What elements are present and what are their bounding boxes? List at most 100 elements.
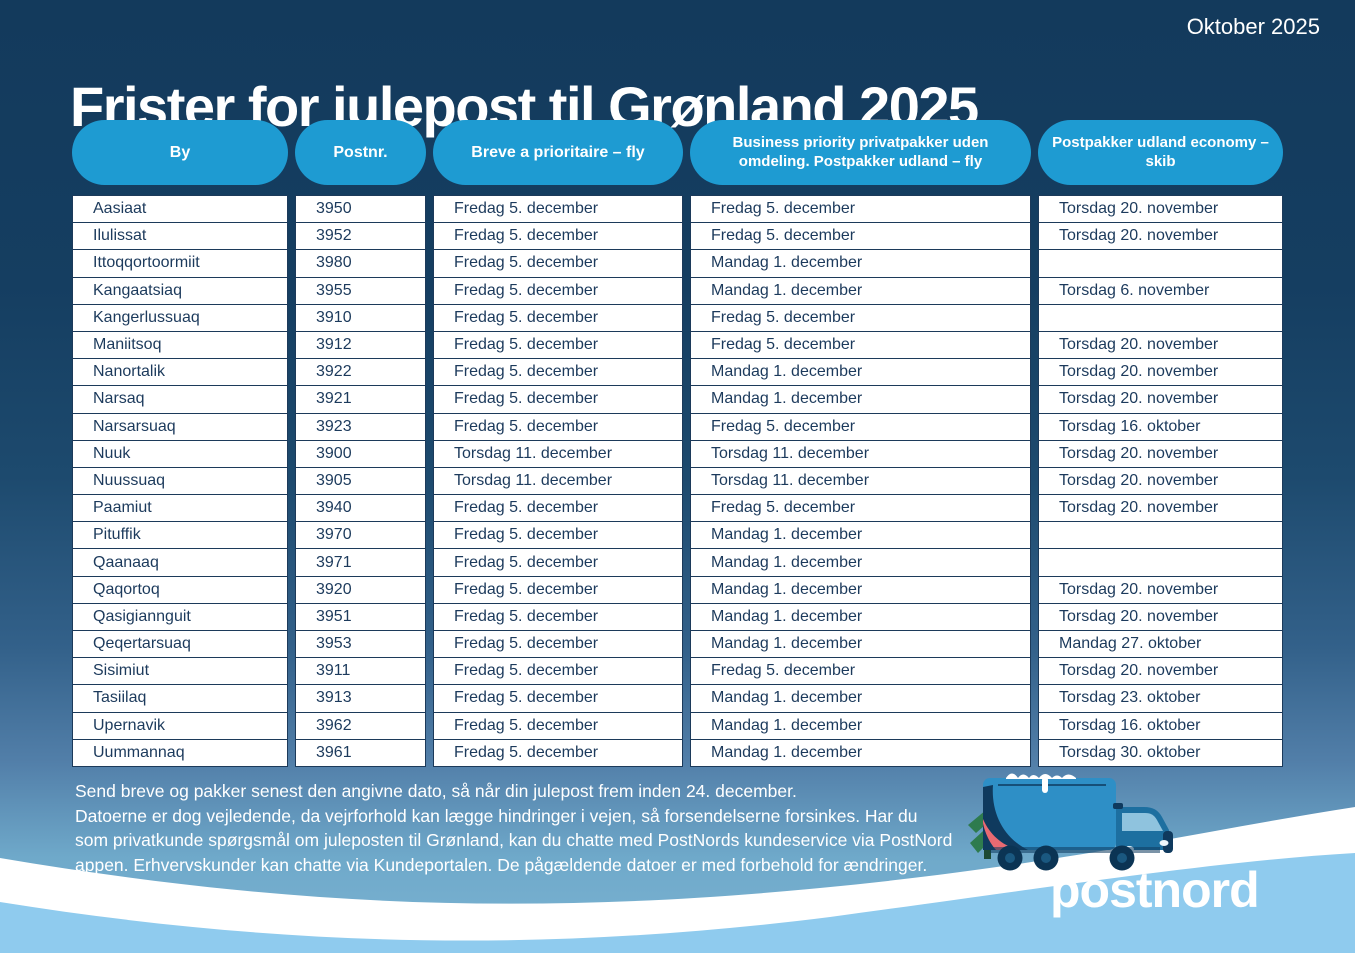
table-cell: Torsdag 20. november [1038, 385, 1283, 414]
table-cell: 3952 [295, 222, 426, 251]
table-row: Pituffik 3970 Fredag 5. december Mandag 1. … [72, 521, 1283, 550]
footer-line: som privatkunde spørgsmål om juleposten … [75, 830, 953, 850]
footer-note: Send breve og pakker senest den angivne … [75, 779, 952, 877]
table-cell: Nanortalik [72, 358, 288, 387]
table-header-row: By Postnr. Breve a prioritaire – fly Bus… [72, 120, 1283, 185]
table-cell: Fredag 5. december [433, 711, 683, 740]
table-row: Upernavik 3962 Fredag 5. december Mandag 1.… [72, 711, 1283, 740]
table-cell: 3951 [295, 602, 426, 631]
postnord-logo: postnord [1050, 862, 1260, 918]
table-cell [1038, 548, 1283, 577]
table-cell: Torsdag 23. oktober [1038, 684, 1283, 713]
table-cell: Aasiaat [72, 195, 288, 224]
table-cell: Fredag 5. december [433, 657, 683, 686]
table-row: Nanortalik 3922 Fredag 5. december Mandag 1… [72, 358, 1283, 387]
table-cell: Sisimiut [72, 657, 288, 686]
wheel-icon [997, 845, 1135, 871]
table-cell: Torsdag 11. december [690, 466, 1031, 496]
table-row: Qaanaaq 3971 Fredag 5. december Mandag 1. d… [72, 548, 1283, 577]
wave-light-blue [0, 853, 1355, 953]
column-header-postnr: Postnr. [295, 120, 426, 185]
table-row: Ittoqqortoormiit 3980 Fredag 5. december Ma… [72, 249, 1283, 278]
table-cell: Paamiut [72, 494, 288, 523]
table-cell: Kangerlussuaq [72, 303, 288, 332]
table-cell: Torsdag 11. december [433, 439, 683, 468]
table-cell: Fredag 5. december [433, 738, 683, 767]
table-cell: Fredag 5. december [433, 195, 683, 224]
table-cell: Ilulissat [72, 222, 288, 251]
table-cell: Qaqortoq [72, 575, 288, 604]
table-cell: 3922 [295, 358, 426, 387]
table-cell: Qasigiannguit [72, 602, 288, 631]
table-row: Paamiut 3940 Fredag 5. december Fredag 5. d… [72, 494, 1283, 523]
table-cell: Torsdag 20. november [1038, 494, 1283, 523]
table-cell [1038, 303, 1283, 332]
footer-line: Send breve og pakker senest den angivne … [75, 781, 797, 801]
table-cell [1038, 249, 1283, 278]
column-header-breve-fly: Breve a prioritaire – fly [433, 120, 683, 185]
table-row: Uummannaq 3961 Fredag 5. december Mandag 1.… [72, 738, 1283, 767]
table-cell: Mandag 1. december [690, 630, 1031, 659]
table-row: Narsarsuaq 3923 Fredag 5. december Fredag 5… [72, 412, 1283, 441]
footer-line: Datoerne er dog vejledende, da vejrforho… [75, 805, 918, 826]
table-cell: Torsdag 20. november [1038, 575, 1283, 604]
table-cell: Tasiilaq [72, 684, 288, 713]
column-header-by: By [72, 120, 288, 185]
table-cell: 3912 [295, 330, 426, 360]
table-cell: Mandag 1. december [690, 684, 1031, 713]
table-cell: Fredag 5. december [433, 222, 683, 251]
table-cell: Kangaatsiaq [72, 276, 288, 305]
table-cell: 3970 [295, 521, 426, 550]
table-row: Nuuk 3900 Torsdag 11. december Torsdag 11. … [72, 439, 1283, 468]
table-cell: Narsaq [72, 385, 288, 414]
date-label: Oktober 2025 [1186, 14, 1320, 39]
table-cell: Torsdag 11. december [433, 466, 683, 496]
table-cell: Mandag 27. oktober [1038, 630, 1283, 659]
table-cell: Fredag 5. december [690, 195, 1031, 224]
table-cell: Mandag 1. december [690, 711, 1031, 740]
table-cell: 3953 [295, 630, 426, 659]
snow-icon [1006, 773, 1076, 779]
table-cell: Mandag 1. december [690, 521, 1031, 550]
table-row: Maniitsoq 3912 Fredag 5. december Fredag 5.… [72, 330, 1283, 360]
table-cell: Upernavik [72, 711, 288, 740]
table-cell: 3955 [295, 276, 426, 305]
table-cell: 3921 [295, 385, 426, 414]
table-cell: Fredag 5. december [433, 358, 683, 387]
table-cell: Torsdag 11. december [690, 439, 1031, 468]
table-row: Ilulissat 3952 Fredag 5. december Fredag 5.… [72, 222, 1283, 251]
table-cell: Torsdag 16. oktober [1038, 711, 1283, 740]
table-cell: Torsdag 20. november [1038, 330, 1283, 360]
table-cell: Torsdag 30. oktober [1038, 738, 1283, 767]
table-cell: Fredag 5. december [433, 494, 683, 523]
table-cell: Fredag 5. december [690, 330, 1031, 360]
table-body: Aasiaat 3950 Fredag 5. december Fredag 5. d… [72, 195, 1283, 767]
table-cell: Fredag 5. december [690, 657, 1031, 686]
table-cell: Mandag 1. december [690, 575, 1031, 604]
table-cell: Fredag 5. december [690, 303, 1031, 332]
table-cell: Mandag 1. december [690, 602, 1031, 631]
table-cell: Pituffik [72, 521, 288, 550]
wave-decoration [0, 807, 1355, 953]
table-cell: Fredag 5. december [433, 330, 683, 360]
table-cell: 3940 [295, 494, 426, 523]
table-cell: Maniitsoq [72, 330, 288, 360]
table-cell: 3950 [295, 195, 426, 224]
table-cell: Fredag 5. december [433, 521, 683, 550]
table-cell: Mandag 1. december [690, 738, 1031, 767]
table-cell: 3911 [295, 657, 426, 686]
table-cell: 3920 [295, 575, 426, 604]
table-cell: Torsdag 20. november [1038, 602, 1283, 631]
table-cell: Narsarsuaq [72, 412, 288, 441]
table-row: Narsaq 3921 Fredag 5. december Mandag 1. de… [72, 385, 1283, 414]
table-cell: Torsdag 20. november [1038, 358, 1283, 387]
table-cell: 3913 [295, 684, 426, 713]
table-cell: Mandag 1. december [690, 358, 1031, 387]
table-cell: Fredag 5. december [433, 303, 683, 332]
table-cell: 3980 [295, 249, 426, 278]
table-cell: Torsdag 16. oktober [1038, 412, 1283, 441]
truck-icon [968, 773, 1173, 871]
table-cell: Qeqertarsuaq [72, 630, 288, 659]
table-cell: 3905 [295, 466, 426, 496]
